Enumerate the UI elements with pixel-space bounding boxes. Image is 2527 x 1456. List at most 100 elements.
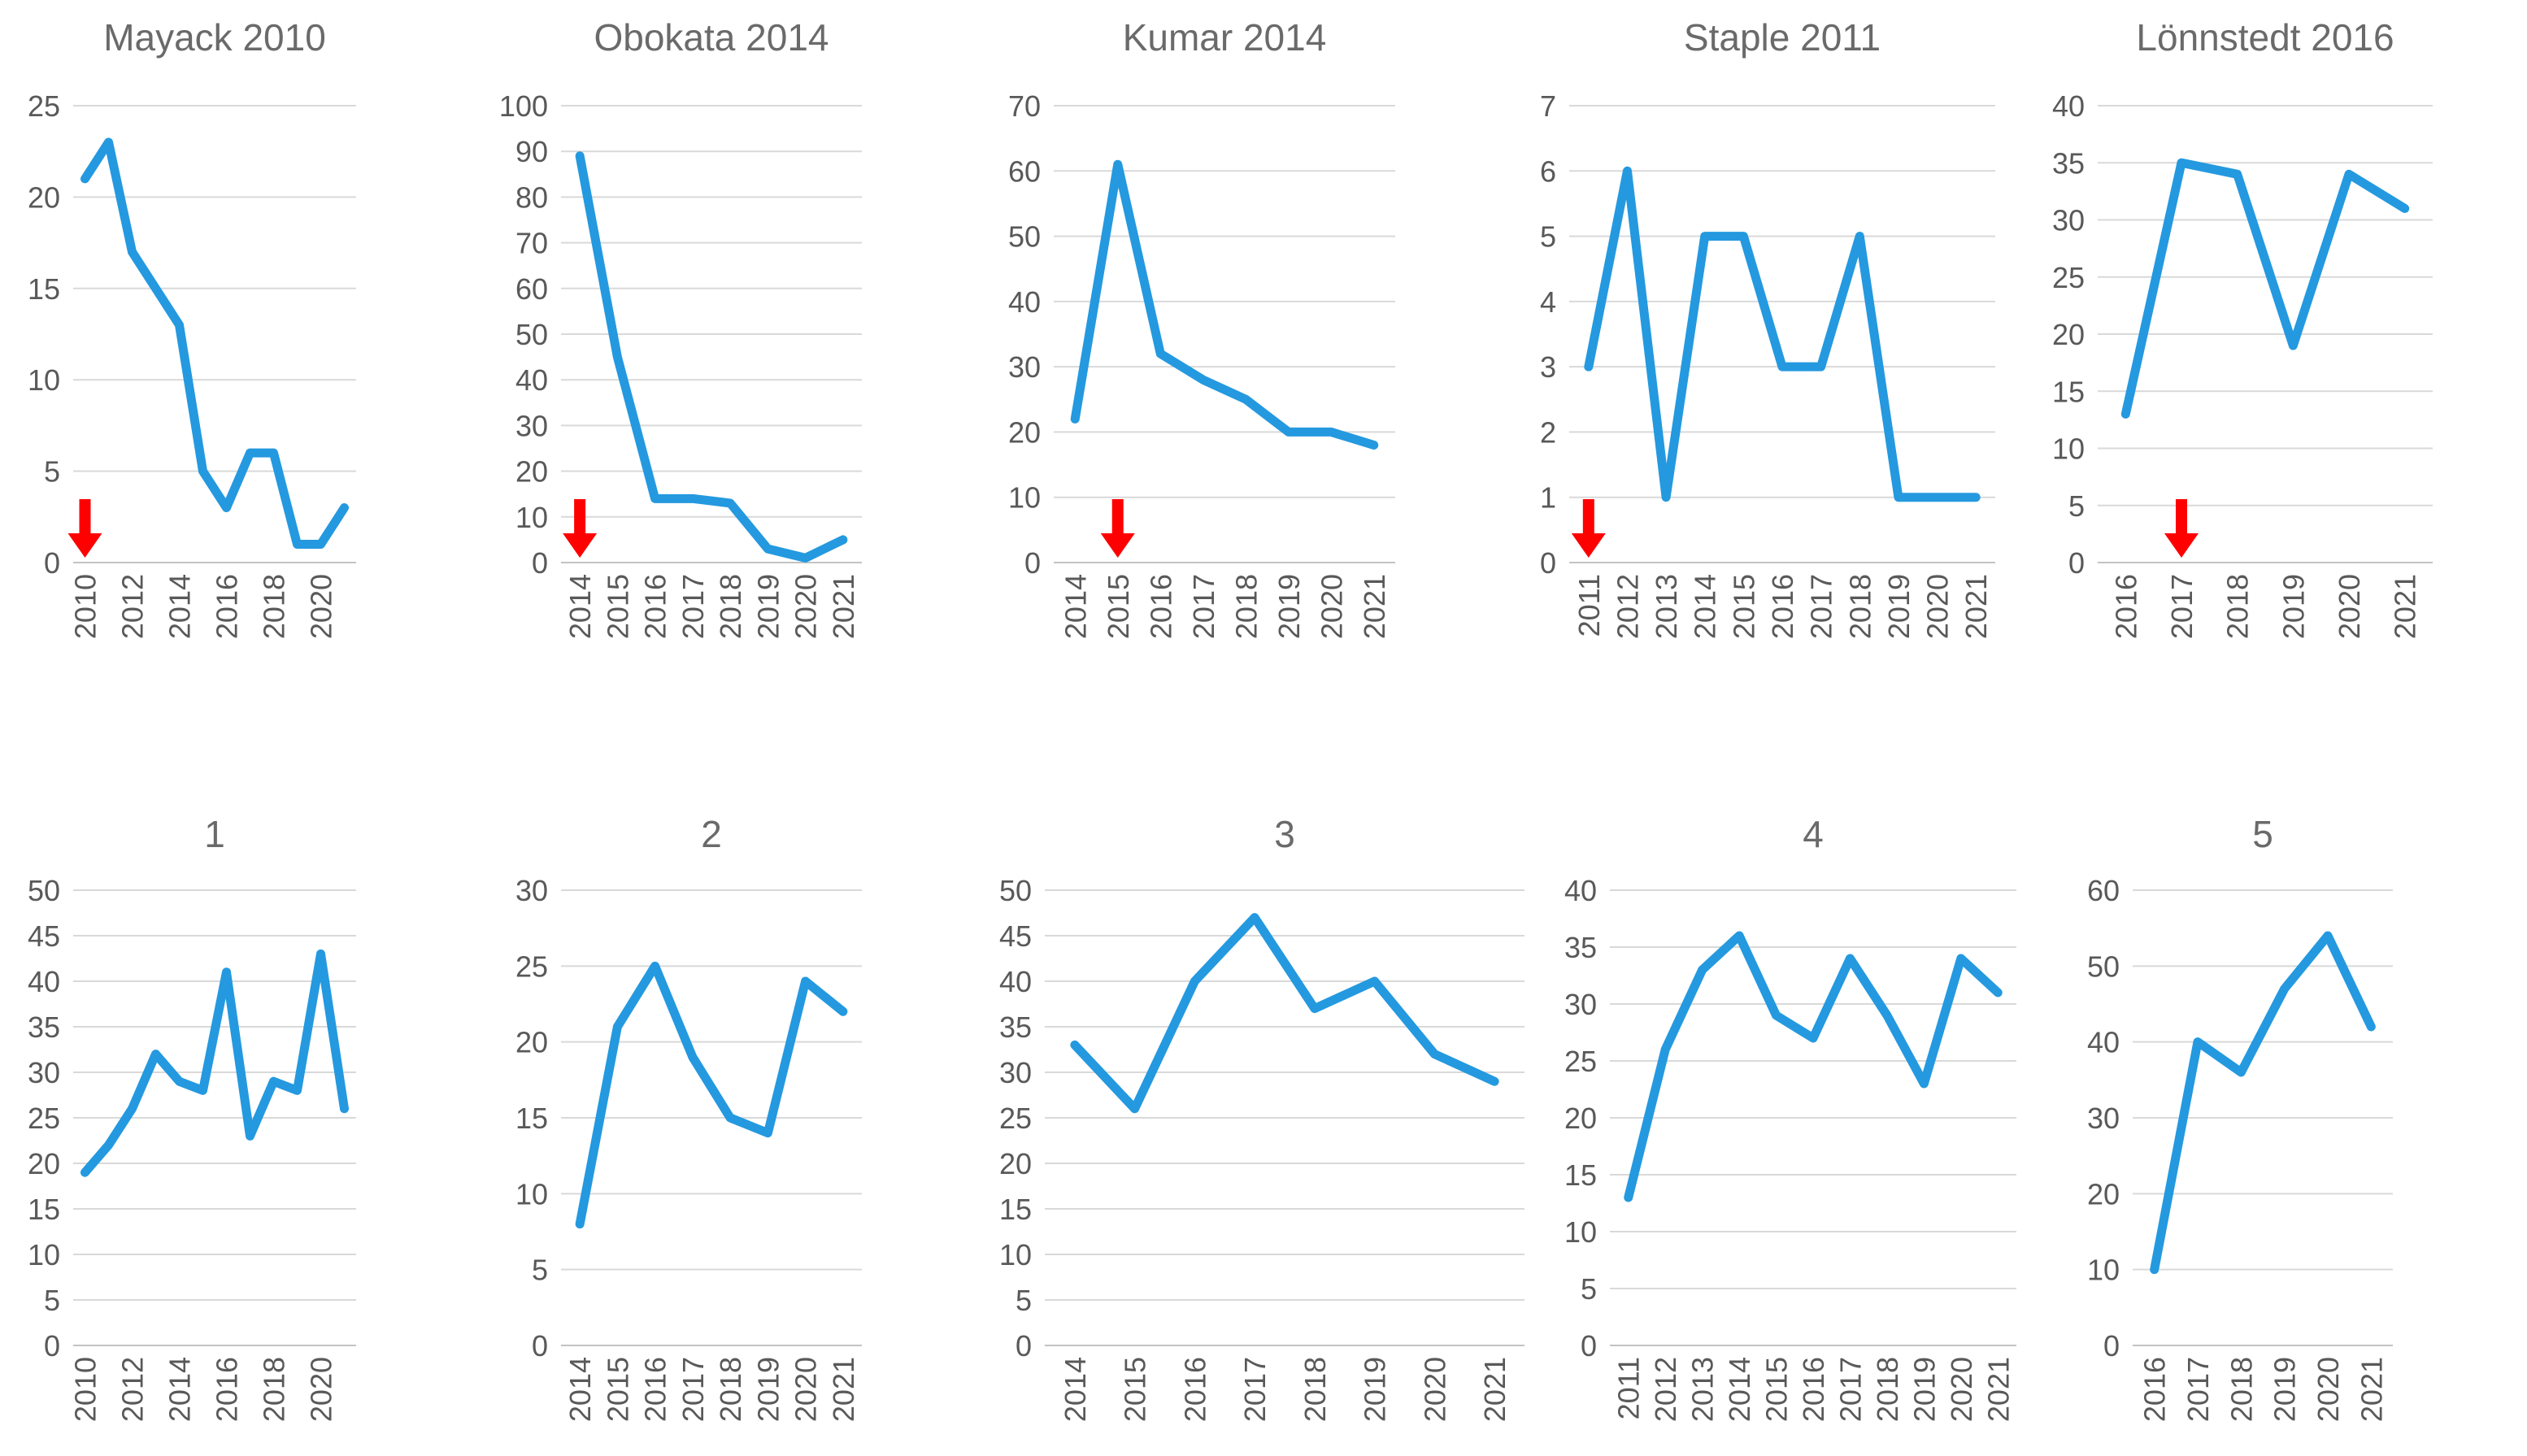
- data-line: [1584, 166, 1981, 502]
- y-tick-label: 20: [2087, 1177, 2120, 1210]
- chart-title: Lönnstedt 2016: [2136, 16, 2394, 59]
- y-tick-label: 0: [1581, 1329, 1597, 1363]
- y-tick-label: 40: [515, 363, 548, 397]
- x-tick-label: 2017: [1805, 574, 1838, 639]
- x-tick-label: 2020: [2312, 1357, 2345, 1422]
- y-tick-label: 6: [1540, 154, 1556, 188]
- y-tick-label: 20: [28, 180, 60, 214]
- retraction-arrow-icon: [67, 499, 102, 558]
- y-tick-label: 30: [999, 1056, 1032, 1089]
- x-tick-label: 2018: [258, 574, 291, 639]
- y-tick-label: 30: [2087, 1102, 2120, 1135]
- y-tick-label: 2: [1540, 415, 1556, 449]
- x-tick-label: 2013: [1686, 1357, 1720, 1422]
- data-line: [2120, 158, 2410, 419]
- x-tick-label: 2020: [1418, 1357, 1451, 1422]
- x-tick-label: 2018: [2225, 1357, 2258, 1422]
- y-tick-label: 10: [2087, 1254, 2120, 1287]
- y-tick-label: 50: [999, 874, 1032, 907]
- y-tick-label: 15: [1564, 1158, 1597, 1192]
- y-tick-label: 5: [1016, 1284, 1032, 1317]
- x-tick-label: 2016: [1766, 574, 1799, 639]
- y-tick-label: 25: [1564, 1045, 1597, 1078]
- y-tick-label: 45: [999, 919, 1032, 953]
- y-tick-label: 0: [2103, 1329, 2120, 1363]
- y-tick-label: 15: [999, 1193, 1032, 1226]
- chart-control-1: 0 5 10 15 20 25 30 35 40 45 50 2010 2012 2014 2016 2018…: [28, 813, 356, 1422]
- x-tick-label: 2014: [563, 574, 597, 639]
- y-tick-label: 20: [2052, 318, 2085, 351]
- x-tick-label: 2020: [305, 574, 338, 639]
- chart-title: 3: [1274, 813, 1295, 855]
- data-line: [1070, 159, 1379, 450]
- x-tick-label: 2018: [258, 1357, 291, 1422]
- y-tick-label: 50: [2087, 950, 2120, 983]
- x-tick-label: 2019: [1882, 574, 1916, 639]
- y-tick-label: 4: [1540, 285, 1556, 319]
- x-tick-label: 2013: [1650, 574, 1683, 639]
- x-tick-label: 2019: [2277, 574, 2310, 639]
- y-tick-label: 15: [28, 272, 60, 306]
- y-tick-label: 5: [44, 1284, 60, 1317]
- x-tick-label: 2015: [601, 574, 634, 639]
- chart-title: Obokata 2014: [594, 16, 829, 59]
- x-tick-label: 2016: [1178, 1357, 1211, 1422]
- y-tick-label: 30: [2052, 204, 2085, 237]
- y-tick-label: 0: [44, 546, 60, 580]
- x-tick-label: 2010: [69, 1357, 102, 1422]
- chart-title: Mayack 2010: [103, 16, 326, 59]
- y-tick-label: 25: [515, 950, 548, 983]
- y-tick-label: 40: [2087, 1026, 2120, 1059]
- y-tick-label: 5: [44, 455, 60, 489]
- y-tick-label: 40: [1008, 285, 1041, 319]
- y-tick-label: 60: [2087, 874, 2120, 907]
- x-tick-label: 2016: [211, 1357, 244, 1422]
- chart-kumar-2014: 0 10 20 30 40 50 60 70 2014 2015 2016 2017 2018 2019 2…: [1008, 16, 1395, 639]
- x-tick-label: 2011: [1612, 1357, 1646, 1419]
- x-tick-label: 2015: [1119, 1357, 1152, 1422]
- x-tick-label: 2016: [639, 1357, 672, 1422]
- x-tick-label: 2014: [1723, 1357, 1756, 1422]
- y-tick-label: 60: [515, 272, 548, 306]
- y-tick-label: 50: [1008, 220, 1041, 254]
- x-tick-label: 2016: [639, 574, 672, 639]
- x-tick-label: 2020: [1921, 574, 1955, 639]
- y-tick-label: 15: [515, 1102, 548, 1135]
- x-tick-label: 2012: [1649, 1357, 1682, 1422]
- x-tick-label: 2018: [1843, 574, 1877, 639]
- x-tick-label: 2014: [163, 1357, 197, 1422]
- x-tick-label: 2019: [751, 574, 785, 639]
- x-tick-label: 2020: [1315, 574, 1348, 639]
- x-tick-label: 2018: [714, 1357, 747, 1422]
- x-tick-label: 2017: [2165, 574, 2199, 639]
- x-tick-label: 2019: [1272, 574, 1306, 639]
- x-tick-label: 2021: [1959, 574, 1993, 639]
- y-tick-label: 0: [1540, 546, 1556, 580]
- x-tick-label: 2021: [1478, 1357, 1511, 1422]
- y-tick-label: 40: [1564, 874, 1597, 907]
- y-tick-label: 30: [1564, 988, 1597, 1021]
- x-tick-label: 2021: [827, 1357, 860, 1422]
- y-tick-label: 10: [28, 1238, 60, 1271]
- x-tick-label: 2019: [2268, 1357, 2302, 1422]
- x-tick-label: 2017: [2181, 1357, 2215, 1422]
- y-tick-label: 25: [999, 1102, 1032, 1135]
- x-tick-label: 2015: [1727, 574, 1760, 639]
- y-tick-label: 70: [1008, 89, 1041, 123]
- y-tick-label: 35: [1564, 931, 1597, 964]
- y-tick-label: 3: [1540, 350, 1556, 384]
- y-tick-label: 30: [28, 1056, 60, 1089]
- x-tick-label: 2015: [1102, 574, 1135, 639]
- chart-control-2: 0 5 10 15 20 25 30 2014 2015 2016 2017 2018 2019 2020…: [515, 813, 862, 1422]
- x-tick-label: 2021: [1358, 574, 1391, 639]
- data-line: [575, 961, 848, 1229]
- y-tick-label: 40: [999, 965, 1032, 998]
- x-tick-label: 2021: [827, 574, 860, 639]
- x-tick-label: 2012: [116, 574, 150, 639]
- retraction-arrow-icon: [1100, 499, 1135, 558]
- x-tick-label: 2016: [1797, 1357, 1830, 1422]
- x-tick-label: 2016: [211, 574, 244, 639]
- y-tick-label: 5: [1581, 1272, 1597, 1306]
- x-tick-label: 2017: [1187, 574, 1220, 639]
- y-tick-label: 20: [28, 1147, 60, 1180]
